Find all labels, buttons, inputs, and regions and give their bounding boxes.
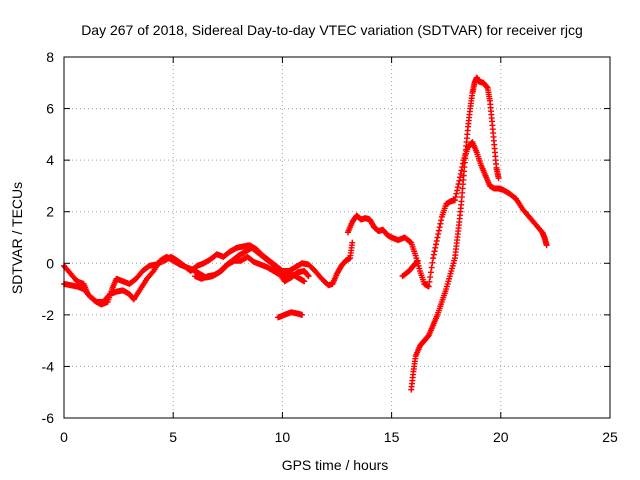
y-axis-label: SDTVAR / TECUs	[9, 182, 25, 294]
data-point	[434, 234, 441, 241]
data-point	[425, 283, 432, 290]
y-tick-label: -2	[42, 307, 55, 323]
data-point	[436, 224, 443, 231]
series-track-f	[399, 257, 421, 280]
series-track-e	[344, 139, 550, 290]
data-point	[453, 190, 460, 197]
x-tick-label: 10	[275, 429, 291, 445]
data-point	[454, 187, 461, 194]
data-point	[495, 175, 502, 182]
data-point	[457, 174, 464, 181]
x-tick-label: 25	[602, 429, 618, 445]
data-point	[452, 193, 459, 200]
y-tick-label: -6	[42, 410, 55, 426]
data-point	[483, 84, 490, 91]
data-point	[435, 227, 442, 234]
x-tick-label: 20	[493, 429, 509, 445]
x-axis-label: GPS time / hours	[282, 457, 389, 473]
data-point	[304, 272, 311, 279]
y-tick-label: 8	[46, 49, 54, 65]
data-point	[149, 269, 156, 276]
data-point	[430, 251, 437, 258]
data-point	[430, 255, 437, 262]
data-point	[438, 217, 445, 224]
data-point	[432, 244, 439, 251]
series-track-g	[408, 74, 502, 393]
y-tick-label: 0	[46, 255, 54, 271]
data-point	[451, 197, 458, 204]
grid	[64, 57, 610, 418]
data-point	[428, 264, 435, 271]
chart-title: Day 267 of 2018, Sidereal Day-to-day VTE…	[81, 22, 583, 38]
data-point	[543, 242, 550, 249]
y-tick-label: 2	[46, 204, 54, 220]
data-point	[427, 269, 434, 276]
x-tick-label: 0	[60, 429, 68, 445]
data-point	[429, 259, 436, 266]
plot-frame	[63, 56, 611, 419]
data-point	[433, 237, 440, 244]
series-track-b	[61, 244, 312, 305]
data-point	[431, 248, 438, 255]
x-tick-label: 15	[384, 429, 400, 445]
data-point	[414, 258, 421, 265]
data-point	[427, 274, 434, 281]
series-track-c	[192, 253, 308, 285]
data-series	[61, 74, 550, 393]
data-point	[456, 177, 463, 184]
data-point	[435, 231, 442, 238]
y-tick-label: 6	[46, 101, 54, 117]
data-point	[301, 278, 308, 285]
y-tick-label: 4	[46, 152, 54, 168]
series-track-d	[275, 309, 306, 321]
x-tick-label: 5	[169, 429, 177, 445]
data-point	[433, 241, 440, 248]
data-point	[426, 278, 433, 285]
data-point	[349, 239, 356, 246]
data-point	[407, 238, 414, 245]
data-point	[305, 273, 312, 280]
data-point	[437, 220, 444, 227]
y-tick-label: -4	[42, 358, 55, 374]
data-point	[454, 184, 461, 191]
data-point	[299, 311, 306, 318]
data-point	[414, 257, 421, 264]
